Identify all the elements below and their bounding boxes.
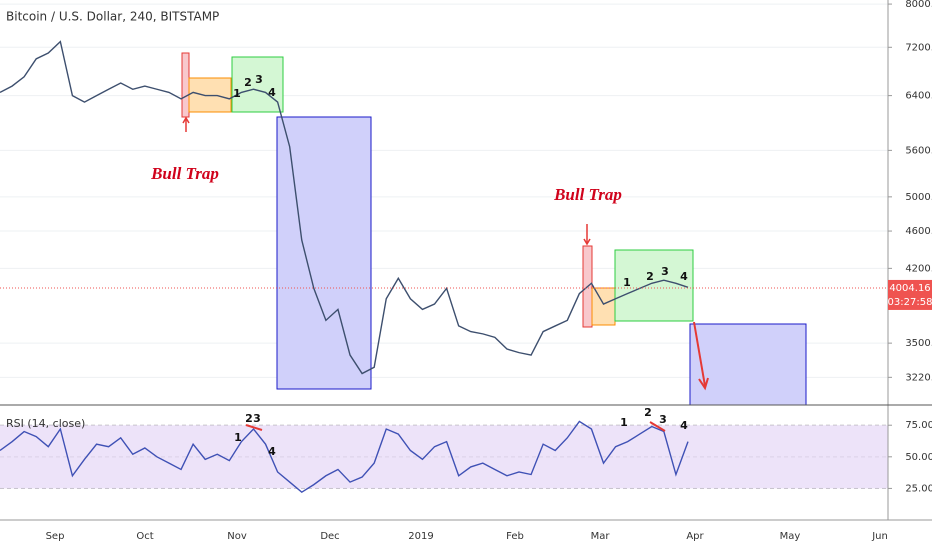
arrow-head [583, 238, 591, 246]
annotation: 2 [646, 270, 654, 283]
y-tick-label: 50.0000 [905, 452, 932, 463]
annotation: 3 [661, 265, 669, 278]
y-tick-label: 4200.00 [905, 263, 932, 274]
last-price-tag [888, 279, 932, 310]
annotation: 1 [620, 416, 628, 429]
annotation: 3 [253, 412, 261, 425]
x-tick-label: Oct [136, 531, 153, 542]
annotation: 3 [659, 413, 667, 426]
last-price-label: 4004.16 [889, 283, 930, 294]
range-box [591, 287, 616, 326]
y-tick-label: 3220.00 [905, 372, 932, 383]
y-tick-label: 5600.00 [905, 145, 932, 156]
rsi-band [0, 425, 888, 489]
annotation: 2 [245, 412, 253, 425]
annotation: 4 [680, 419, 688, 432]
annotation: 1 [234, 431, 242, 444]
annotation: Bull Trap [553, 185, 622, 204]
grid-layer [0, 3, 888, 489]
y-tick-label: 25.0000 [905, 483, 932, 494]
countdown: 03:27:58 [888, 297, 932, 308]
annotation: 1 [623, 276, 631, 289]
chart-title: Bitcoin / U.S. Dollar, 240, BITSTAMP [6, 10, 219, 24]
arrow-head [182, 116, 190, 124]
range-box [614, 249, 694, 322]
axis-layer: 8000.00 7200.00 6400.00 5600.00 5000.00 4600.… [46, 0, 932, 542]
drop-box [276, 116, 372, 390]
annotation: 4 [268, 445, 276, 458]
indicator-title: RSI (14, close) [6, 417, 85, 430]
divergence-line [649, 421, 666, 432]
annotation: 3 [255, 73, 263, 86]
annotation: 1 [233, 87, 241, 100]
annotation: 4 [680, 270, 688, 283]
y-tick-label: 3500.00 [905, 338, 932, 349]
y-tick-label: 5000.00 [905, 192, 932, 203]
arrow [693, 321, 706, 387]
x-tick-label: Apr [686, 531, 704, 542]
x-tick-label: May [780, 531, 801, 542]
price-line [0, 420, 689, 494]
annotation: Bull Trap [150, 164, 219, 183]
y-tick-label: 8000.00 [905, 0, 932, 10]
arrow-head [698, 377, 709, 391]
x-tick-label: Sep [46, 531, 65, 542]
price-line [0, 40, 689, 375]
trap-box [181, 52, 190, 118]
annotation: 2 [244, 76, 252, 89]
annotation: 2 [644, 406, 652, 419]
x-tick-label: Feb [506, 531, 524, 542]
y-tick-label: 6400.00 [905, 91, 932, 102]
drop-box [689, 323, 807, 406]
x-tick-label: 2019 [408, 531, 433, 542]
x-tick-label: Mar [591, 531, 611, 542]
x-tick-label: Dec [320, 531, 339, 542]
divergence-line [245, 424, 263, 431]
range-box [231, 56, 284, 113]
y-tick-label: 75.0000 [905, 420, 932, 431]
annotation: 4 [268, 86, 276, 99]
x-tick-label: Nov [227, 531, 247, 542]
plot-layer [0, 40, 888, 494]
y-tick-label: 7200.00 [905, 42, 932, 53]
y-tick-label: 4600.00 [905, 226, 932, 237]
x-tick-label: Jun [871, 531, 888, 542]
